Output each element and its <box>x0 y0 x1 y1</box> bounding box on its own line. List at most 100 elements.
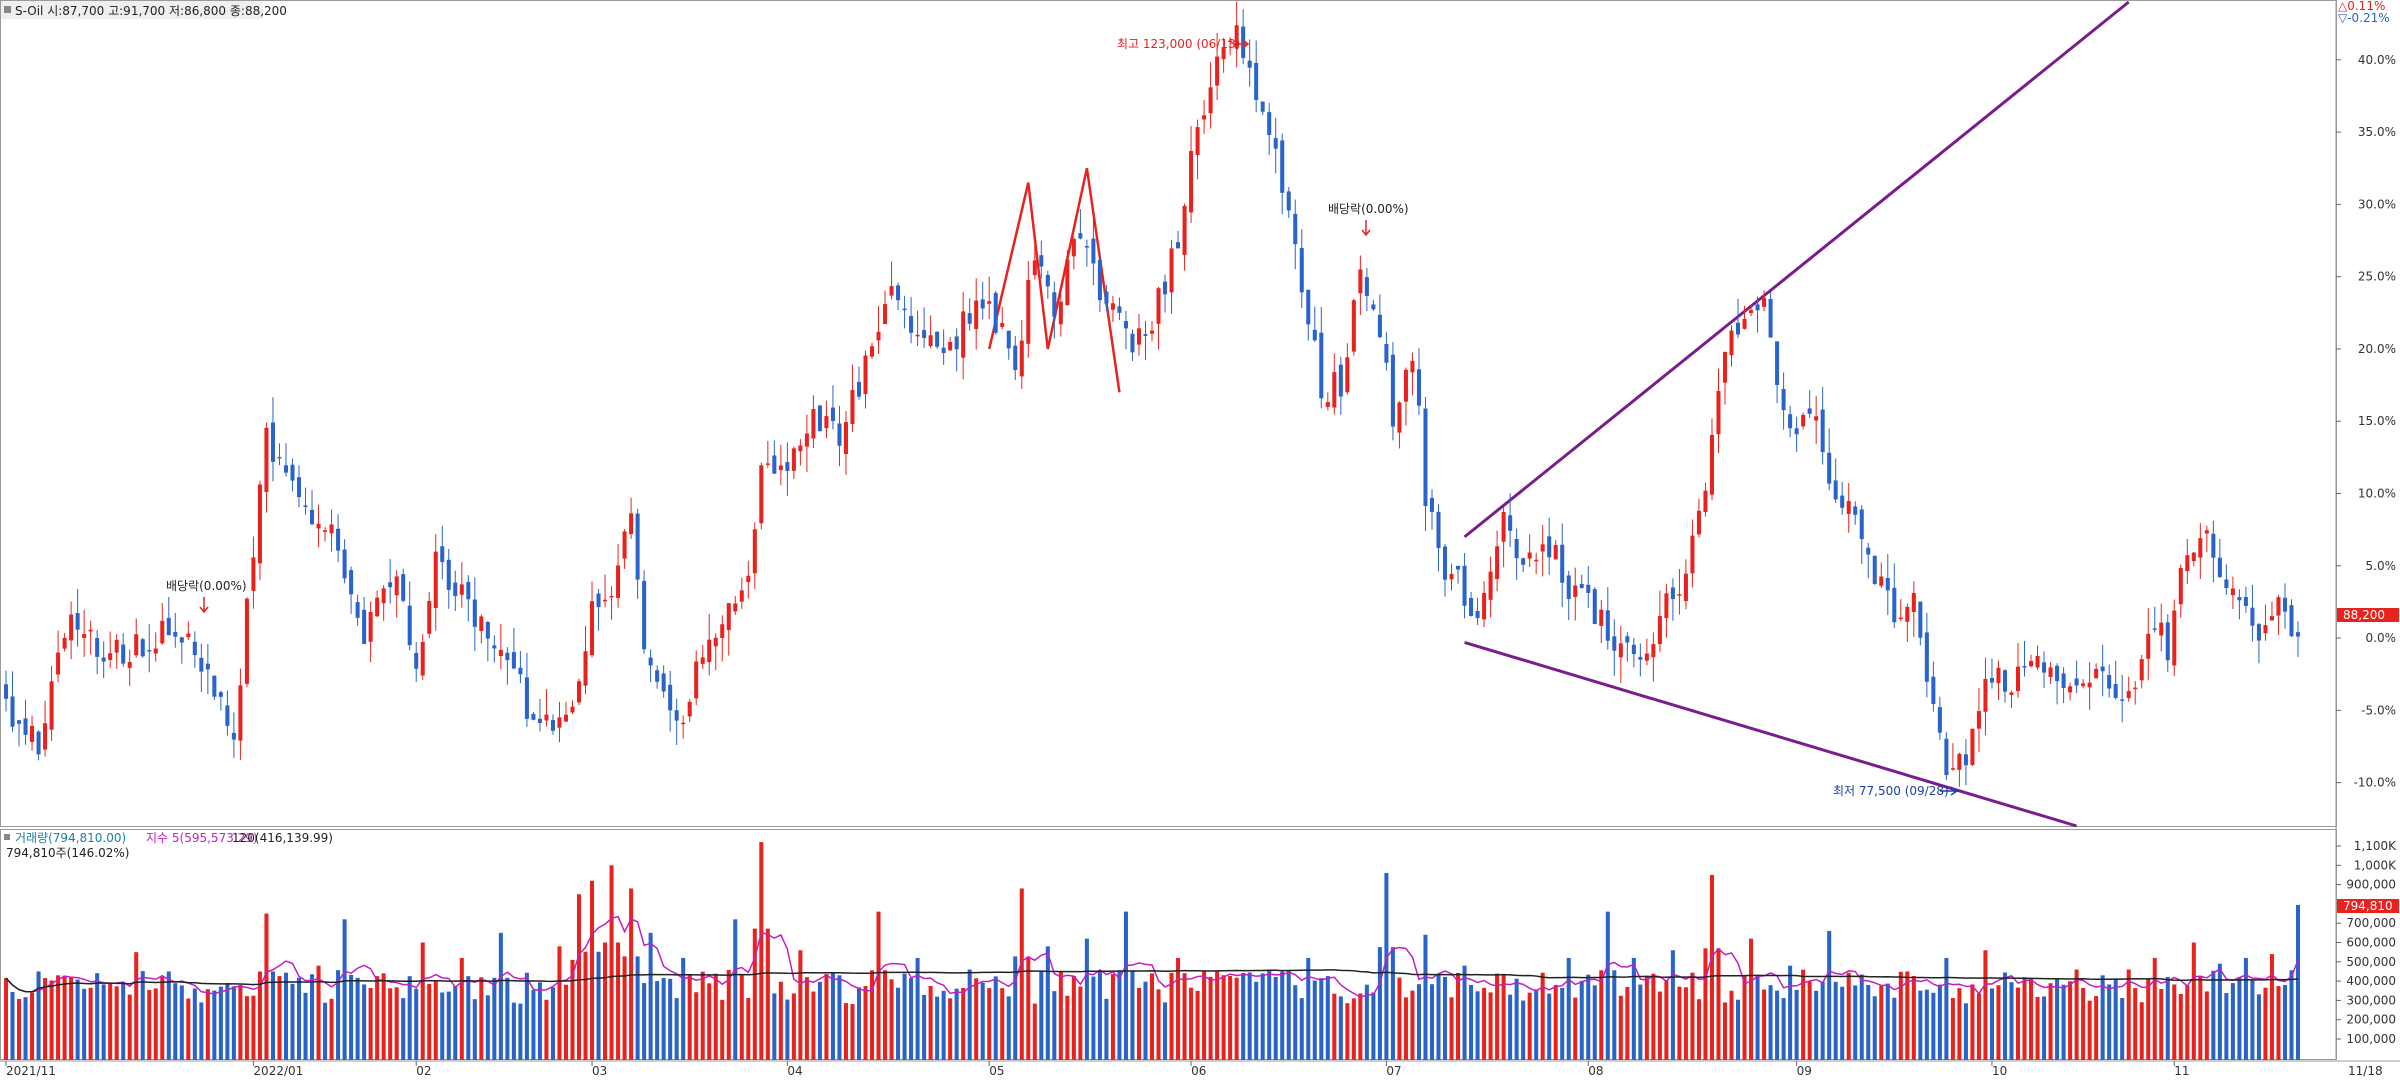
candle-body <box>518 667 523 675</box>
candle-body <box>1840 495 1845 508</box>
candle-body <box>1390 354 1395 427</box>
candle-body <box>1039 255 1044 267</box>
volume-bar <box>1390 947 1395 1060</box>
candle-body <box>1749 310 1754 314</box>
candle-body <box>375 597 380 617</box>
candle-body <box>1547 536 1552 558</box>
candle-body <box>1104 291 1109 304</box>
volume-bar <box>43 978 48 1060</box>
volume-bar <box>2015 987 2021 1060</box>
volume-bar <box>511 1002 516 1060</box>
candle-body <box>62 637 67 649</box>
volume-bar <box>1729 990 1734 1060</box>
volume-bar <box>1742 975 1747 1060</box>
date-x-axis: 2021/11 2022/01 02 03 04 05 06 07 08 09 10 11 <box>5 1061 2190 1078</box>
candle-body <box>433 551 438 609</box>
candle-body <box>1553 545 1558 560</box>
volume-bar <box>694 992 699 1060</box>
candle-body <box>563 714 568 722</box>
trendline-lower[interactable] <box>1464 640 2078 828</box>
volume-bar <box>1501 974 1506 1060</box>
candle-body <box>1996 667 2001 684</box>
ma5-label: 지수 5(595,573.29) <box>146 831 258 845</box>
volume-bar <box>329 998 334 1060</box>
volume-bar <box>668 978 673 1060</box>
candle-body <box>2224 579 2229 589</box>
volume-bar <box>863 986 868 1060</box>
candle-body <box>381 588 386 604</box>
volume-bar <box>759 842 764 1060</box>
candle-body <box>472 599 477 627</box>
volume-bar <box>570 959 575 1060</box>
volume-bar <box>1110 974 1115 1060</box>
volume-bar <box>114 986 119 1060</box>
volume-bar <box>1280 971 1285 1060</box>
volume-bar <box>173 983 178 1060</box>
volume-bar <box>1410 990 1415 1060</box>
volume-bar <box>778 981 783 1060</box>
volume-bar <box>381 973 386 1060</box>
candle-body <box>2009 692 2014 696</box>
candle-body <box>1638 656 1643 660</box>
candle-body <box>1032 260 1037 276</box>
volume-bar <box>524 972 529 1060</box>
candle-body <box>1299 248 1304 293</box>
volume-bar <box>603 942 608 1060</box>
candle-body <box>453 582 458 597</box>
volume-bar <box>1397 977 1402 1060</box>
candle-body <box>2152 628 2157 630</box>
volume-bar <box>1429 984 1435 1060</box>
volume-bar <box>1814 990 1819 1060</box>
volume-bar <box>479 977 484 1060</box>
candle-body <box>1586 584 1591 593</box>
volume-bar <box>1456 972 1461 1060</box>
volume-tick-label: 200,000 <box>2346 1013 2396 1027</box>
candle-body <box>212 675 217 697</box>
volume-bar <box>1058 971 1063 1060</box>
volume-bar <box>1625 987 1630 1060</box>
candle-body <box>1677 594 1682 596</box>
volume-bar <box>1416 984 1421 1060</box>
candle-body <box>883 304 888 324</box>
volume-bar <box>1514 978 1519 1060</box>
volume-bar <box>2217 963 2222 1060</box>
candle-body <box>668 684 673 711</box>
volume-bar <box>2185 985 2190 1060</box>
volume-bar <box>1579 980 1584 1060</box>
volume-bar <box>1234 977 1239 1060</box>
volume-bar <box>303 992 308 1060</box>
candle-body <box>1501 511 1506 542</box>
candle-body <box>1651 644 1656 658</box>
candle-body <box>1631 644 1636 655</box>
candle-body <box>1202 115 1207 120</box>
candle-body <box>1911 592 1916 612</box>
trendline-upper[interactable] <box>1463 0 2130 539</box>
candle-body <box>1599 609 1604 626</box>
volume-bar <box>1657 991 1662 1060</box>
candle-body <box>1495 546 1500 580</box>
candle-body <box>869 346 875 357</box>
volume-bar <box>713 973 718 1060</box>
volume-label: 거래량(794,810.00) <box>15 831 126 845</box>
x-tick-label: 09 <box>1797 1064 1812 1078</box>
volume-bar <box>1260 973 1265 1060</box>
volume-bar <box>1495 973 1500 1060</box>
volume-moving-averages <box>5 915 2299 998</box>
candle-body <box>863 355 868 395</box>
candle-body <box>1768 299 1773 338</box>
candle-body <box>2107 674 2112 689</box>
candle-body <box>2178 568 2183 605</box>
volume-bar <box>791 993 796 1060</box>
candle-body <box>1013 345 1018 370</box>
candle-body <box>1442 546 1448 580</box>
y-tick-label: 15.0% <box>2358 414 2396 428</box>
volume-bar <box>1781 998 1786 1060</box>
candle-body <box>1957 753 1962 770</box>
candle-body <box>2048 667 2053 677</box>
volume-bar <box>1963 1003 1968 1060</box>
zigzag-pattern-line[interactable] <box>987 167 1121 393</box>
volume-bar <box>1436 975 1441 1060</box>
candle-body <box>1410 360 1415 373</box>
candle-body <box>2113 683 2118 698</box>
